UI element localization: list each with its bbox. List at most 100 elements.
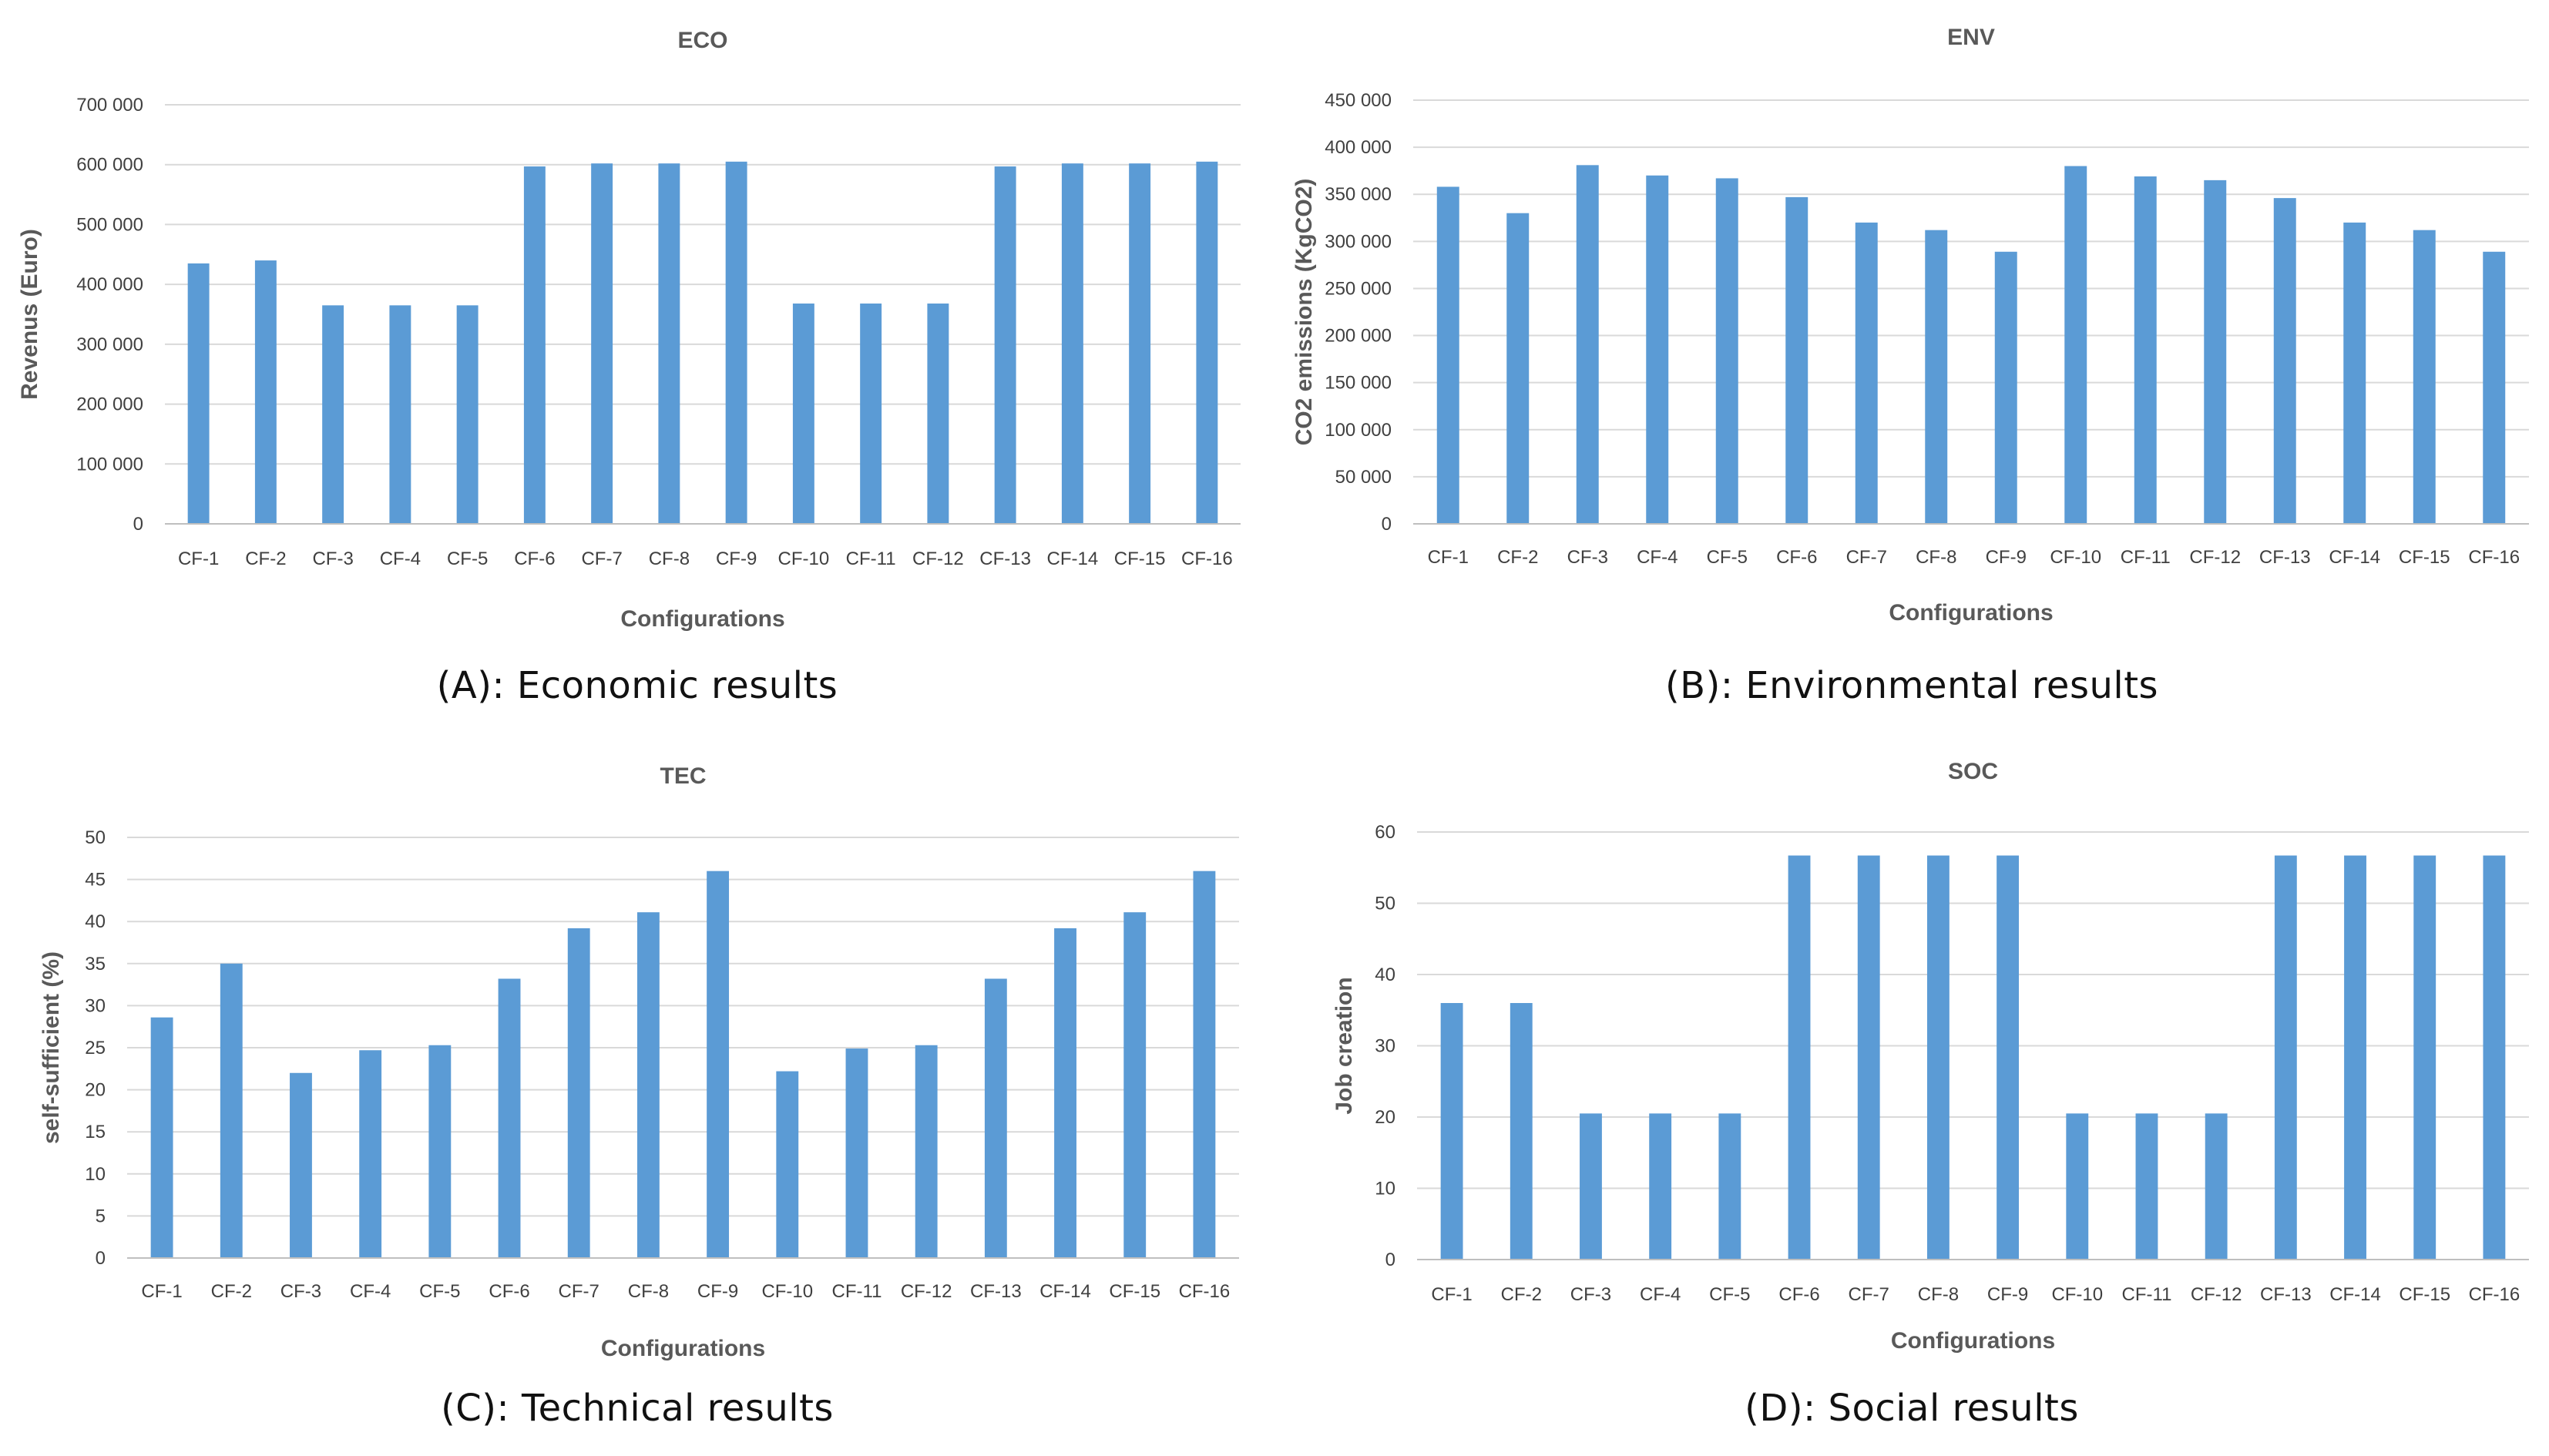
eco-x-tick-label: CF-5: [447, 549, 488, 569]
env-bar-cf-11: [2134, 176, 2157, 524]
eco-x-tick-label: CF-15: [1114, 549, 1166, 569]
soc-chart-panel: SOC 0 10 20 30 40 50 60 CF-1 CF-2 CF-3 CF-4 CF-5 CF-6…: [1274, 728, 2549, 1456]
tec-x-tick-label: CF-6: [489, 1281, 529, 1302]
eco-y-tick-label: 500 000: [76, 214, 143, 235]
tec-chart-title: TEC: [660, 763, 707, 789]
env-bar-cf-3: [1576, 165, 1599, 525]
eco-y-tick-label: 200 000: [76, 394, 143, 415]
eco-bar-cf-3: [322, 305, 344, 524]
eco-bar-cf-4: [389, 305, 411, 524]
tec-bar-cf-5: [428, 1045, 452, 1258]
tec-x-tick-label: CF-5: [419, 1281, 460, 1302]
tec-x-tick-label: CF-11: [832, 1281, 882, 1302]
tec-bar-cf-7: [567, 928, 590, 1258]
soc-x-tick-label: CF-3: [1570, 1284, 1611, 1305]
tec-bar-cf-1: [150, 1017, 173, 1258]
env-x-tick-label: CF-7: [1846, 547, 1887, 568]
soc-x-tick-label: CF-16: [2469, 1284, 2520, 1305]
env-chart-panel: ENV 0 50 000 100 000 150 000 200 000 250 000 30…: [1274, 0, 2549, 728]
env-y-tick-label: 300 000: [1325, 231, 1392, 252]
eco-bar-cf-6: [523, 166, 546, 524]
soc-bar-cf-4: [1649, 1113, 1672, 1260]
eco-chart: ECO 0 100 000 200 000 300 000 400 000 500 000 6…: [17, 28, 1241, 632]
env-x-tick-label: CF-8: [1916, 547, 1956, 568]
eco-x-tick-label: CF-10: [778, 549, 830, 569]
soc-x-tick-label: CF-8: [1918, 1284, 1959, 1305]
env-y-tick-label: 100 000: [1325, 420, 1392, 441]
tec-x-tick-label: CF-15: [1109, 1281, 1160, 1302]
soc-x-tick-label: CF-6: [1778, 1284, 1819, 1305]
env-y-tick-label: 150 000: [1325, 373, 1392, 394]
eco-y-tick-label: 600 000: [76, 155, 143, 176]
env-bar-cf-4: [1646, 175, 1669, 524]
soc-chart-title: SOC: [1948, 759, 1998, 784]
eco-x-tick-label: CF-1: [178, 549, 219, 569]
eco-x-tick-label: CF-13: [979, 549, 1031, 569]
env-chart: ENV 0 50 000 100 000 150 000 200 000 250 000 30…: [1291, 25, 2529, 626]
soc-x-tick-label: CF-13: [2260, 1284, 2312, 1305]
eco-x-tick-label: CF-4: [380, 549, 421, 569]
env-y-tick-label: 0: [1382, 514, 1392, 535]
eco-y-tick-label: 700 000: [76, 95, 143, 116]
tec-y-axis-title: self-sufficient (%): [39, 951, 64, 1144]
soc-x-tick-label: CF-2: [1501, 1284, 1542, 1305]
soc-x-tick-label: CF-7: [1849, 1284, 1889, 1305]
env-bar-cf-5: [1715, 178, 1738, 524]
soc-y-tick-label: 20: [1375, 1107, 1395, 1128]
soc-bar-cf-3: [1580, 1113, 1602, 1260]
env-bar-cf-7: [1855, 222, 1878, 524]
env-bar-cf-1: [1436, 186, 1459, 524]
soc-caption: (D): Social results: [1745, 1387, 2079, 1430]
tec-bar-cf-3: [290, 1072, 312, 1258]
tec-y-tick-label: 35: [85, 954, 106, 975]
env-x-tick-label: CF-9: [1986, 547, 2027, 568]
eco-bar-cf-1: [187, 263, 210, 524]
env-x-tick-label: CF-11: [2121, 547, 2171, 568]
soc-x-tick-label: CF-1: [1431, 1284, 1472, 1305]
env-x-tick-label: CF-3: [1567, 547, 1608, 568]
eco-bar-cf-7: [591, 163, 613, 524]
soc-x-tick-label: CF-15: [2399, 1284, 2450, 1305]
eco-bar-cf-11: [860, 304, 882, 524]
eco-x-tick-label: CF-3: [312, 549, 353, 569]
tec-x-tick-label: CF-10: [761, 1281, 813, 1302]
soc-bar-cf-5: [1718, 1113, 1741, 1260]
env-x-tick-label: CF-15: [2399, 547, 2450, 568]
env-bar-cf-8: [1925, 230, 1948, 524]
soc-x-tick-label: CF-5: [1709, 1284, 1750, 1305]
env-caption: (B): Environmental results: [1664, 664, 2159, 707]
soc-bar-cf-10: [2066, 1113, 2089, 1260]
env-x-tick-label: CF-6: [1776, 547, 1817, 568]
eco-bar-cf-12: [927, 304, 949, 524]
eco-bar-cf-16: [1196, 161, 1218, 525]
tec-bar-cf-14: [1054, 928, 1076, 1258]
env-x-tick-label: CF-5: [1707, 547, 1748, 568]
env-y-tick-label: 350 000: [1325, 184, 1392, 205]
eco-bar-cf-10: [792, 304, 814, 524]
soc-bar-cf-2: [1510, 1003, 1533, 1260]
tec-bar-cf-2: [220, 963, 243, 1258]
soc-x-tick-label: CF-9: [1987, 1284, 2028, 1305]
tec-x-tick-label: CF-7: [559, 1281, 599, 1302]
eco-bar-cf-14: [1061, 163, 1083, 524]
tec-x-axis-title: Configurations: [601, 1336, 765, 1361]
tec-bar-cf-8: [636, 912, 660, 1258]
env-bar-cf-10: [2064, 166, 2087, 525]
tec-chart: TEC 0 5 10 15 20 25 30 35 40 45 50 CF-1 CF-2 CF-3 CF-4 C…: [39, 763, 1239, 1361]
soc-bar-cf-15: [2413, 855, 2436, 1260]
eco-chart-title: ECO: [677, 28, 727, 53]
tec-bar-cf-11: [845, 1048, 868, 1258]
eco-y-tick-label: 400 000: [76, 274, 143, 295]
tec-x-tick-label: CF-4: [350, 1281, 391, 1302]
env-bar-cf-2: [1506, 213, 1530, 524]
tec-x-tick-label: CF-9: [697, 1281, 738, 1302]
eco-chart-panel: ECO 0 100 000 200 000 300 000 400 000 500 000 6…: [0, 0, 1274, 728]
soc-bar-cf-16: [2483, 855, 2506, 1260]
env-bar-cf-12: [2204, 179, 2227, 524]
tec-y-tick-label: 50: [85, 827, 106, 848]
soc-x-tick-label: CF-14: [2329, 1284, 2381, 1305]
eco-bar-cf-9: [725, 161, 747, 525]
tec-x-tick-label: CF-8: [628, 1281, 669, 1302]
env-bar-cf-14: [2343, 222, 2366, 524]
soc-x-axis-title: Configurations: [1891, 1328, 2055, 1354]
